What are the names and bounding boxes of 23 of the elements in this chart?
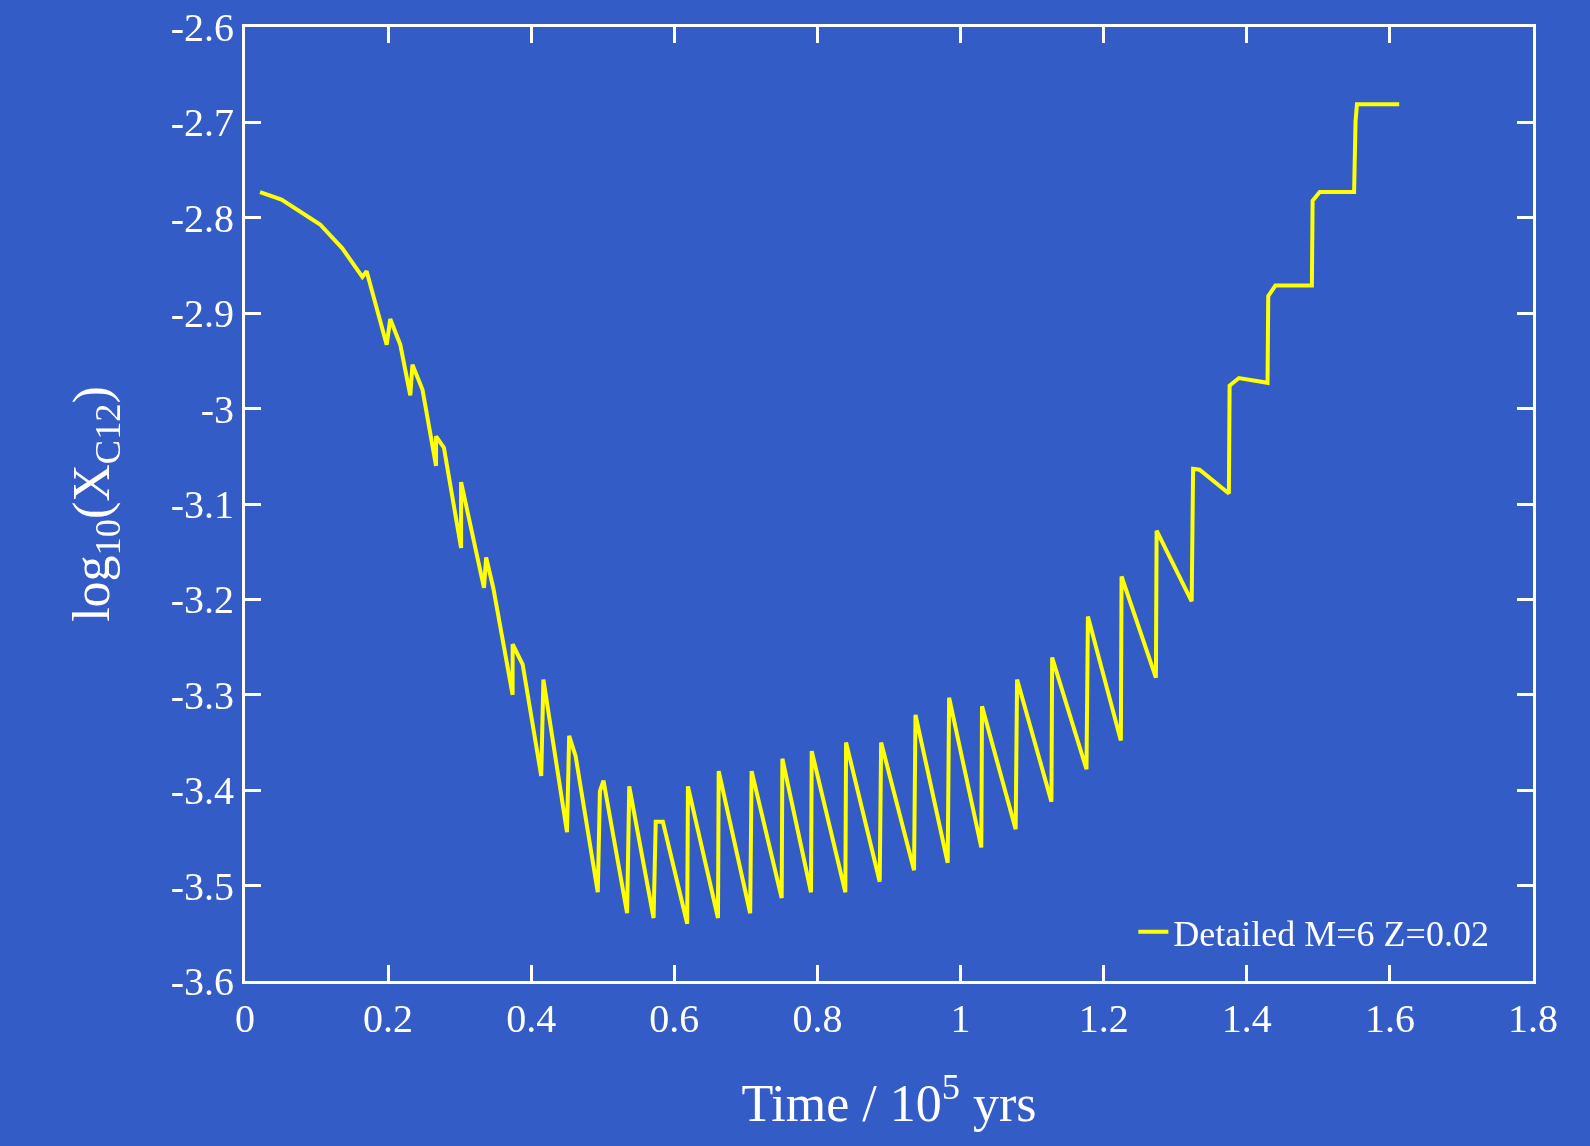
- x-axis-title: Time / 10$^{5}$ yrs: [741, 1067, 1037, 1132]
- y-tick-label: -2.7: [170, 100, 234, 146]
- y-tick-label: -2.9: [170, 291, 234, 337]
- y-tick-label: -3.5: [170, 863, 234, 909]
- legend-label: Detailed M=6 Z=0.02: [1173, 913, 1489, 954]
- y-tick-label: -2.6: [170, 5, 234, 50]
- y-tick-label: -2.8: [170, 195, 234, 241]
- y-tick-label: -3.4: [170, 768, 234, 814]
- y-tick-label: -3: [200, 386, 234, 432]
- y-tick-label: -3.1: [170, 482, 234, 527]
- x-tick-label: 1.8: [1508, 996, 1558, 1041]
- y-tick-label: -3.6: [170, 959, 234, 1004]
- x-tick-label: 0: [235, 996, 255, 1041]
- x-tick-label: 0.2: [363, 996, 414, 1041]
- y-tick-label: -3.3: [170, 672, 234, 718]
- y-tick-label: -3.2: [170, 577, 234, 623]
- x-tick-label: 0.8: [792, 996, 843, 1041]
- x-tick-label: 0.4: [506, 996, 557, 1041]
- x-tick-label: 1.6: [1364, 996, 1415, 1041]
- x-tick-label: 0.6: [649, 996, 700, 1041]
- x-tick-label: 1.2: [1078, 996, 1129, 1041]
- x-tick-label: 1.4: [1221, 996, 1272, 1041]
- x-tick-label: 1: [950, 996, 971, 1041]
